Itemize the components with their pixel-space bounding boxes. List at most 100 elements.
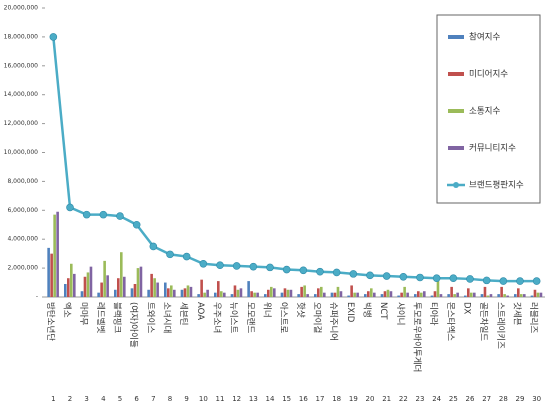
bar: [397, 295, 400, 297]
x-tick-label: 엑소: [62, 302, 73, 318]
y-tick-label: 18,000,000: [4, 33, 39, 40]
bar: [183, 288, 187, 297]
x-tick-label: 레드벨벳: [95, 302, 106, 333]
bar: [186, 285, 190, 297]
bar: [270, 286, 273, 297]
x-tick-label: 몬스타엑스: [445, 302, 456, 341]
y-tick-label: 2,000,000: [7, 265, 38, 272]
bar: [333, 292, 337, 297]
x-tick-label: 마마무: [78, 302, 88, 326]
bar: [453, 294, 456, 297]
bar: [503, 294, 506, 297]
rank-label: 8: [168, 395, 172, 403]
rank-label: 5: [118, 395, 122, 403]
bar: [267, 289, 270, 297]
bar: [473, 292, 476, 297]
bar: [480, 294, 484, 297]
bar: [467, 288, 470, 297]
rank-label: 20: [366, 395, 375, 403]
x-tick-label: 스트레이키즈: [495, 302, 506, 349]
line-marker: [382, 272, 391, 280]
bar: [117, 278, 120, 297]
rank-label: 24: [432, 395, 441, 403]
bar: [306, 294, 309, 297]
line-marker: [432, 274, 441, 283]
bar: [103, 260, 106, 297]
bar: [483, 286, 487, 297]
x-tick-label: 슈퍼주니어: [328, 302, 339, 341]
bar: [250, 291, 253, 297]
line-marker: [299, 266, 308, 275]
x-tick-label: 블랙핑크: [112, 302, 123, 333]
bar: [273, 288, 276, 297]
rank-label: 2: [68, 395, 72, 403]
x-tick-label: NCT: [378, 302, 388, 320]
bar: [470, 292, 473, 297]
bar: [230, 294, 234, 297]
bar: [233, 285, 237, 297]
bar: [386, 289, 390, 297]
x-tick-label: 트와이스: [145, 302, 156, 333]
bar: [164, 282, 167, 297]
bar: [523, 294, 526, 297]
bar: [189, 286, 193, 297]
x-tick-label: 소녀시대: [162, 302, 172, 333]
bar: [167, 288, 170, 297]
legend-swatch: [453, 182, 459, 188]
bar: [80, 291, 84, 297]
bar: [347, 295, 350, 297]
bar: [320, 286, 323, 297]
bar: [136, 268, 140, 297]
legend-label: 커뮤니티지수: [469, 143, 516, 154]
line-marker: [232, 262, 241, 270]
line-marker: [499, 277, 508, 285]
bar: [530, 295, 534, 297]
line-marker: [482, 276, 491, 285]
rank-label: 1: [51, 395, 55, 403]
line-marker: [132, 220, 141, 229]
legend-swatch: [448, 72, 464, 76]
rank-label: 21: [382, 395, 391, 403]
bar: [533, 289, 537, 297]
rank-label: 7: [151, 395, 155, 403]
y-tick-label: 16,000,000: [4, 62, 39, 69]
rank-label: 28: [499, 395, 508, 403]
bar: [367, 291, 370, 297]
x-tick-label: EXID: [345, 302, 355, 323]
bar: [217, 281, 220, 297]
bar: [356, 292, 359, 297]
bar: [323, 292, 326, 297]
bar: [414, 294, 417, 297]
bar: [436, 281, 440, 297]
rank-label: 10: [199, 395, 208, 403]
x-tick-label: 갓세븐: [512, 302, 523, 326]
line-marker: [149, 242, 158, 251]
bar: [153, 278, 156, 297]
line-marker: [332, 268, 341, 277]
legend-label: 미디어지수: [469, 69, 508, 80]
bar: [303, 285, 306, 297]
bar: [423, 291, 426, 297]
line-marker: [116, 212, 124, 220]
bar: [406, 292, 409, 297]
bar: [339, 291, 343, 297]
bar: [283, 288, 287, 297]
bar: [203, 292, 206, 297]
bar: [500, 286, 503, 297]
line-marker: [99, 210, 108, 219]
bar: [330, 292, 334, 297]
line-marker: [249, 262, 258, 271]
rank-label: 14: [266, 395, 275, 403]
x-tick-label: 샤이니: [395, 302, 406, 325]
line-marker: [199, 259, 208, 268]
bar: [147, 289, 150, 297]
x-tick-label: 오마이걸: [312, 302, 323, 333]
x-tick-label: 뉴이스트: [228, 302, 239, 333]
bar: [197, 294, 200, 297]
x-tick-label: 투모로우바이투게더: [412, 302, 423, 372]
bar: [200, 279, 203, 297]
x-tick-label: 모모랜드: [245, 302, 256, 333]
bar: [497, 294, 500, 297]
y-tick-label: 14,000,000: [4, 91, 39, 98]
bar: [67, 278, 70, 297]
